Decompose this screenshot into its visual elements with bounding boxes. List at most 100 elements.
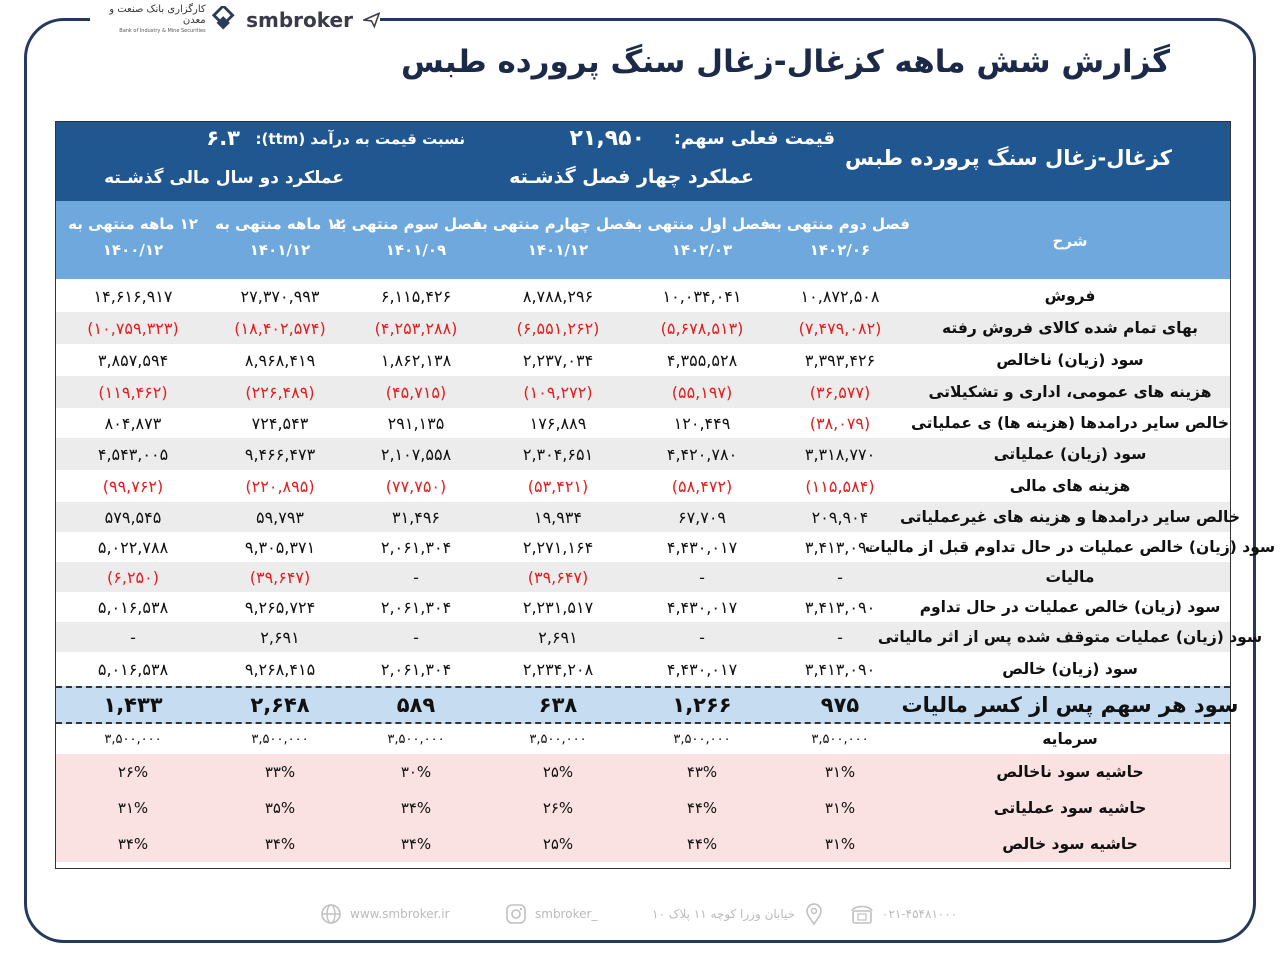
instagram-text: smbroker_ — [535, 907, 598, 921]
pe-value: ۶.۳ — [206, 126, 240, 150]
row-label: خالص سایر درامدها و هزینه های غیرعملیاتی — [899, 508, 1241, 526]
value-cell: (۵,۶۷۸,۵۱۳) — [660, 318, 744, 338]
row-label: سود (زیان) ناخالص — [996, 351, 1144, 369]
page-title: گزارش شش ماهه کزغال-زغال سنگ پرورده طبس — [400, 44, 1170, 80]
margin-row: حاشیه سود عملیاتی ۳۱% ۴۴% ۲۶% ۳۴% ۳۵% ۳۱% — [56, 790, 1230, 826]
value-cell: ۵۷۹,۵۴۵ — [104, 507, 162, 527]
value-cell: ۴,۴۳۰,۰۱۷ — [666, 597, 738, 617]
instagram-icon — [506, 904, 526, 924]
value-cell: - — [699, 567, 705, 587]
value-cell: ۲,۲۷۱,۱۶۴ — [522, 537, 594, 557]
footer-phone: ۰۲۱-۴۵۴۸۱۰۰۰ — [850, 900, 957, 928]
row-label: سرمایه — [1042, 730, 1098, 748]
value-cell: ۵۹,۷۹۳ — [255, 507, 305, 527]
value-cell: ۲۶% — [542, 799, 574, 817]
value-cell: (۵۵,۱۹۷) — [671, 382, 733, 402]
value-cell: ۳۴% — [117, 835, 149, 853]
value-cell: ۱,۲۶۶ — [672, 693, 732, 717]
row-label: سود هر سهم پس از کسر مالیات — [901, 693, 1239, 717]
value-cell: ۲,۲۳۴,۲۰۸ — [522, 659, 594, 679]
value-cell: ۲۷,۳۷۰,۹۹۳ — [240, 286, 320, 306]
price-value: ۲۱,۹۵۰ — [569, 126, 646, 151]
row-label: مالیات — [1045, 568, 1095, 586]
row-label: سود (زیان) عملیات متوقف شده پس از اثر ما… — [877, 628, 1263, 646]
value-cell: (۲۲۰,۸۹۵) — [245, 476, 315, 496]
column-header-row: شرح فصل دوم منتهی به ۱۴۰۲/۰۶ فصل اول منت… — [56, 201, 1230, 279]
value-cell: ۲,۶۴۸ — [250, 693, 310, 717]
price-label: قیمت فعلی سهم: — [673, 128, 835, 149]
pe-label: نسبت قیمت به درآمد (ttm): — [255, 130, 465, 148]
table-row: خالص سایر درامدها و هزینه های غیرعملیاتی… — [56, 502, 1241, 532]
phone-icon — [851, 905, 873, 924]
value-cell: ۳۵% — [264, 799, 296, 817]
page-frame — [24, 18, 1256, 943]
website-text: www.smbroker.ir — [350, 907, 450, 921]
value-cell: ۴,۴۳۰,۰۱۷ — [666, 659, 738, 679]
brand-name: smbroker — [246, 8, 353, 32]
table-row: خالص سایر درامدها (هزینه ها) ی عملیاتی (۳… — [56, 408, 1230, 438]
value-cell: (۵۸,۴۷۲) — [671, 476, 733, 496]
table-row: مالیات - - (۳۹,۶۴۷) - (۳۹,۶۴۷) (۶,۲۵۰) — [56, 562, 1230, 592]
value-cell: ۲,۲۳۷,۰۳۴ — [522, 350, 594, 370]
column-header-period: فصل دوم منتهی به ۱۴۰۲/۰۶ — [766, 215, 910, 259]
row-label: حاشیه سود خالص — [1002, 835, 1138, 853]
footer-instagram: smbroker_ — [505, 900, 597, 928]
value-cell: (۳۸,۰۷۹) — [809, 413, 871, 433]
company-name: کزغال-زغال سنگ پرورده طبس — [845, 146, 1172, 170]
table-row: سود (زیان) عملیاتی ۳,۳۱۸,۷۷۰ ۴,۴۲۰,۷۸۰ ۲,۳۰… — [56, 438, 1230, 470]
column-header-period: ۱۲ ماهه منتهی به ۱۴۰۰/۱۲ — [68, 215, 198, 259]
value-cell: (۱۸,۴۰۲,۵۷۴) — [234, 318, 326, 338]
value-cell: ۳۱% — [824, 763, 856, 781]
value-cell: ۸۰۴,۸۷۳ — [104, 413, 162, 433]
value-cell: ۳۴% — [400, 835, 432, 853]
column-header-period: فصل چهارم منتهی به ۱۴۰۱/۱۲ — [473, 215, 634, 259]
value-cell: ۴,۵۴۳,۰۰۵ — [97, 444, 169, 464]
value-cell: ۸,۷۸۸,۲۹۶ — [522, 286, 594, 306]
value-cell: ۳۱% — [117, 799, 149, 817]
table-row: سود (زیان) خالص عملیات در حال تداوم قبل … — [56, 532, 1275, 562]
value-cell: (۴۵,۷۱۵) — [385, 382, 447, 402]
value-cell: ۹,۲۶۵,۷۲۴ — [244, 597, 316, 617]
value-cell: ۶۳۸ — [538, 693, 578, 717]
value-cell: ۸,۹۶۸,۴۱۹ — [244, 350, 316, 370]
table-row: هزینه های عمومی، اداری و تشکیلاتی (۳۶,۵۷۷… — [56, 376, 1230, 408]
table-header-dark: کزغال-زغال سنگ پرورده طبس قیمت فعلی سهم:… — [56, 122, 1230, 201]
value-cell: ۳,۳۹۳,۴۲۶ — [804, 350, 876, 370]
value-cell: ۳,۵۰۰,۰۰۰ — [104, 731, 162, 747]
phone-text: ۰۲۱-۴۵۴۸۱۰۰۰ — [882, 907, 958, 921]
table-body: فروش ۱۰,۸۷۲,۵۰۸ ۱۰,۰۳۴,۰۴۱ ۸,۷۸۸,۲۹۶ ۶,۱۱۵,۴… — [56, 280, 1275, 862]
paper-plane-icon — [362, 12, 380, 29]
row-label: سود (زیان) خالص — [1002, 660, 1138, 678]
value-cell: ۱۲۰,۴۴۹ — [673, 413, 731, 433]
row-label: هزینه های مالی — [1009, 477, 1131, 495]
table-row: سود (زیان) ناخالص ۳,۳۹۳,۴۲۶ ۴,۳۵۵,۵۲۸ ۲,۲۳۷… — [56, 344, 1230, 376]
value-cell: ۱۰,۰۳۴,۰۴۱ — [662, 286, 742, 306]
value-cell: (۱۰۹,۲۷۲) — [523, 382, 593, 402]
value-cell: ۳۱% — [824, 799, 856, 817]
value-cell: ۳,۵۰۰,۰۰۰ — [251, 731, 309, 747]
value-cell: ۲,۳۰۴,۶۵۱ — [522, 444, 594, 464]
value-cell: (۳۶,۵۷۷) — [809, 382, 871, 402]
value-cell: ۹,۳۰۵,۳۷۱ — [244, 537, 316, 557]
bank-name-fa: کارگزاری بانک صنعت و معدن — [109, 3, 206, 26]
value-cell: - — [130, 627, 136, 647]
value-cell: ۲,۶۹۱ — [260, 627, 300, 647]
globe-icon — [321, 904, 341, 924]
value-cell: ۴,۴۳۰,۰۱۷ — [666, 537, 738, 557]
location-pin-icon — [806, 903, 822, 926]
eps-row: سود هر سهم پس از کسر مالیات ۹۷۵ ۱,۲۶۶ ۶۳۸ ۵۸… — [56, 686, 1239, 724]
value-cell: ۳۱,۴۹۶ — [391, 507, 441, 527]
value-cell: (۲۲۶,۴۸۹) — [245, 382, 315, 402]
value-cell: ۳,۵۰۰,۰۰۰ — [387, 731, 445, 747]
value-cell: ۱۹,۹۳۴ — [533, 507, 583, 527]
row-label: حاشیه سود عملیاتی — [993, 799, 1147, 817]
table-row: سود (زیان) خالص عملیات در حال تداوم ۳,۴۱۳… — [56, 592, 1230, 622]
row-label: خالص سایر درامدها (هزینه ها) ی عملیاتی — [911, 414, 1229, 432]
value-cell: ۲۵% — [542, 763, 574, 781]
value-cell: ۲,۰۶۱,۳۰۴ — [380, 659, 452, 679]
value-cell: ۶۷,۷۰۹ — [677, 507, 727, 527]
value-cell: (۶,۵۵۱,۲۶۲) — [516, 318, 600, 338]
value-cell: ۵,۰۲۲,۷۸۸ — [97, 537, 169, 557]
value-cell: ۴,۳۵۵,۵۲۸ — [666, 350, 738, 370]
bank-logo-icon — [211, 6, 235, 30]
